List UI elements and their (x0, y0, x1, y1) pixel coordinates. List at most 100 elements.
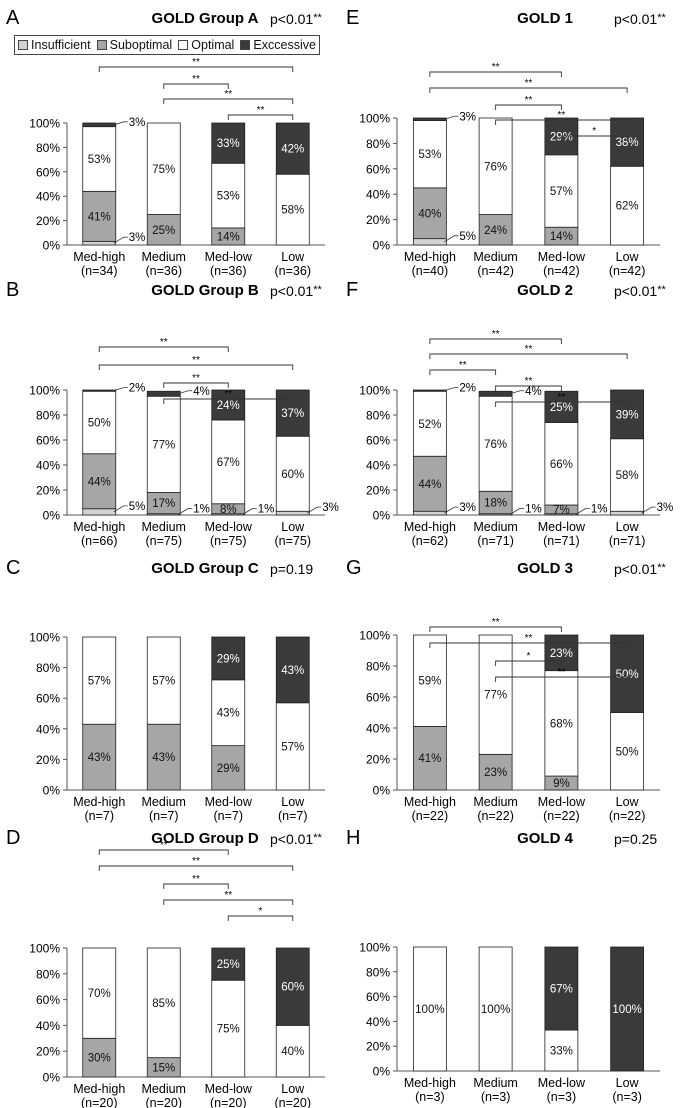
data-label: 52% (418, 419, 441, 431)
significance-label: ** (192, 373, 200, 384)
sample-size-label: (n=75) (146, 534, 182, 548)
callout-leader (575, 507, 590, 515)
x-tick-label: Medium (473, 250, 517, 264)
data-label: 3% (459, 502, 476, 514)
y-tick-label: 80% (366, 660, 390, 674)
p-value: p=0.19 (270, 561, 313, 577)
significance-bracket (227, 915, 294, 921)
data-label: 17% (152, 498, 175, 510)
significance-label: ** (192, 856, 200, 867)
bar-segment-exccessive (82, 122, 117, 128)
sample-size-label: (n=7) (278, 809, 308, 823)
sample-size-label: (n=36) (275, 264, 311, 278)
bar-segment-optimal (275, 702, 310, 791)
legend-swatch-optimal (178, 40, 189, 50)
x-tick-label: Low (616, 250, 640, 264)
sample-size-label: (n=66) (81, 534, 117, 548)
data-label: 33% (217, 138, 240, 150)
sample-size-label: (n=7) (213, 809, 243, 823)
panel-c: C GOLD Group C p=0.19 0% 20% 40% 60% 80% 100% Med… (6, 557, 325, 823)
sample-size-label: (n=40) (412, 264, 448, 278)
y-tick-label: 20% (36, 214, 60, 228)
bar-segment-suboptimal (412, 187, 447, 240)
panel-e: E GOLD 1 p<0.01** 0% 20% 40% 60% 80% 100% Med-hig… (346, 7, 666, 278)
data-label: 67% (217, 457, 240, 469)
y-tick-label: 60% (36, 993, 60, 1007)
y-tick-label: 100% (359, 629, 390, 643)
data-label: 44% (88, 476, 111, 488)
data-label: 50% (88, 418, 111, 430)
y-tick-label: 60% (366, 990, 390, 1004)
bar-segment-exccessive (610, 389, 645, 440)
callout-leader (113, 121, 128, 126)
bar-segment-exccessive (544, 946, 579, 1031)
data-label: 67% (550, 984, 573, 996)
x-tick-label: Medium (142, 1082, 186, 1096)
significance-bracket (98, 865, 294, 871)
sample-size-label: (n=3) (547, 1090, 577, 1104)
data-label: 5% (129, 501, 146, 513)
legend-swatch-excessive (240, 40, 251, 50)
data-label: 8% (220, 504, 237, 516)
y-tick-label: 80% (36, 661, 60, 675)
p-value: p<0.01** (614, 283, 666, 299)
data-label: 53% (418, 149, 441, 161)
significance-bracket (429, 71, 562, 77)
significance-bracket (98, 849, 229, 855)
bar-segment-exccessive (146, 390, 181, 397)
panel-title: GOLD Group A (152, 10, 259, 27)
y-tick-label: 80% (366, 965, 390, 979)
bar-segment-exccessive (275, 947, 310, 1026)
significance-label: ** (557, 392, 565, 403)
data-label: 1% (258, 503, 275, 515)
x-tick-label: Low (616, 1076, 640, 1090)
significance-label: ** (160, 840, 168, 851)
significance-label: ** (459, 360, 467, 371)
x-tick-label: Med-low (538, 250, 586, 264)
callout-leader (444, 115, 459, 120)
y-tick-label: 100% (359, 941, 390, 955)
panel-title: GOLD Group B (151, 282, 259, 299)
significance-bracket (495, 401, 628, 407)
p-value: p<0.01** (270, 11, 322, 27)
y-tick-label: 20% (36, 1045, 60, 1059)
data-label: 23% (484, 767, 507, 779)
sample-size-label: (n=42) (543, 264, 579, 278)
bar-segment-optimal (82, 947, 117, 1039)
bar-segment-optimal (412, 946, 447, 1072)
data-label: 41% (88, 211, 111, 223)
x-tick-label: Med-low (205, 520, 253, 534)
data-label: 3% (322, 502, 339, 514)
x-tick-label: Med-low (205, 1082, 253, 1096)
significance-label: ** (192, 355, 200, 366)
bar-segment-suboptimal (82, 723, 117, 791)
data-label: 1% (591, 503, 608, 515)
legend-item-excessive: Exccessive (240, 38, 316, 52)
p-value: p<0.01** (614, 561, 666, 577)
y-tick-label: 20% (366, 753, 390, 767)
data-label: 1% (525, 503, 542, 515)
y-tick-label: 20% (36, 753, 60, 767)
bar-segment-exccessive (211, 636, 246, 681)
x-tick-label: Low (616, 520, 640, 534)
bar-segment-optimal (412, 120, 447, 189)
data-label: 3% (129, 117, 146, 129)
bar-segment-suboptimal (82, 1037, 117, 1078)
data-label: 25% (217, 959, 240, 971)
y-tick-label: 60% (36, 434, 60, 448)
sample-size-label: (n=20) (81, 1096, 117, 1108)
bar-segment-optimal (544, 1029, 579, 1072)
legend-label: Exccessive (253, 38, 316, 52)
data-label: 41% (418, 753, 441, 765)
bar-segment-optimal (211, 979, 246, 1078)
sample-size-label: (n=20) (210, 1096, 246, 1108)
bar-segment-exccessive (211, 122, 246, 164)
data-label: 37% (281, 408, 304, 420)
panel-letter: F (346, 279, 358, 301)
legend-label: Insufficient (31, 38, 91, 52)
y-tick-label: 0% (43, 784, 61, 798)
data-label: 57% (152, 676, 175, 688)
significance-bracket (163, 899, 294, 905)
bar-segment-exccessive (275, 122, 310, 175)
y-tick-label: 60% (36, 692, 60, 706)
